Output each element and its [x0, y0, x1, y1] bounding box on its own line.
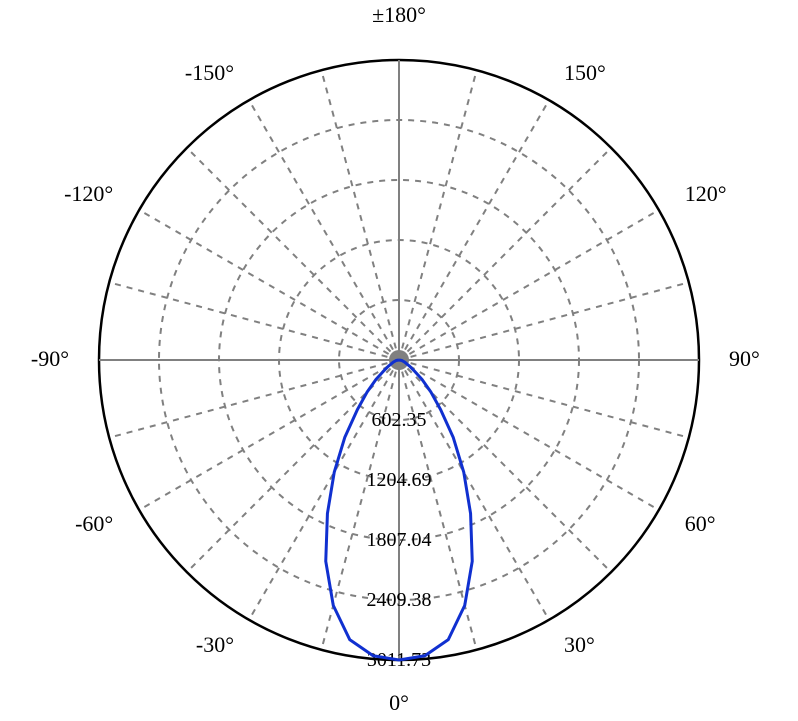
angle-label: 120° [685, 181, 727, 206]
polar-radiation-chart: 0° 30° 60° 90° 120° 150° ±180° -150° -120° -90° -6… [0, 0, 798, 721]
angle-label: 150° [564, 60, 606, 85]
angle-label: -30° [196, 632, 234, 657]
radial-tick-label: 602.35 [372, 409, 427, 431]
angle-label: -150° [185, 60, 234, 85]
angle-label: -120° [64, 181, 113, 206]
radial-tick-label: 1807.04 [367, 529, 432, 551]
angle-label: 90° [729, 346, 760, 371]
angle-label: 30° [564, 632, 595, 657]
angle-label: 0° [389, 690, 409, 715]
radial-tick-label: 1204.69 [367, 469, 432, 491]
angle-label: 60° [685, 511, 716, 536]
radial-tick-label: 2409.38 [367, 589, 432, 611]
angle-label: -90° [31, 346, 69, 371]
angle-label: -60° [75, 511, 113, 536]
angle-label: ±180° [372, 2, 426, 27]
